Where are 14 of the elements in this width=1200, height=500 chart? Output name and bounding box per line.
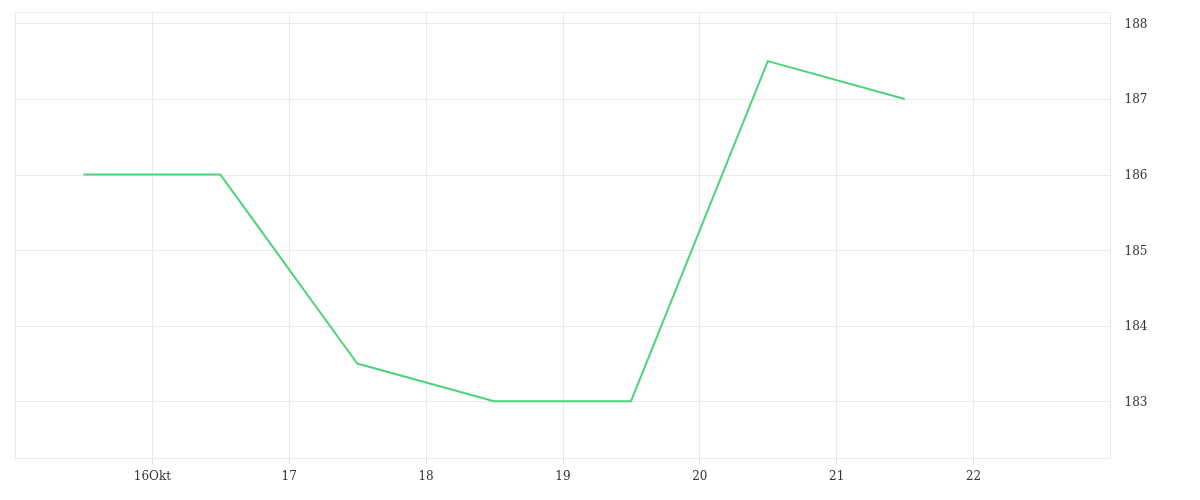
x-tick-label: 19 — [555, 468, 571, 483]
y-tick-label: 188 — [1124, 16, 1148, 31]
x-tick-label: 16Okt — [133, 468, 172, 483]
y-tick-label: 185 — [1124, 243, 1148, 258]
x-tick-label: 18 — [418, 468, 434, 483]
y-tick-label: 187 — [1124, 92, 1148, 107]
line-series — [82, 60, 906, 403]
y-tick-label: 184 — [1124, 319, 1148, 334]
x-tick-label: 22 — [965, 468, 982, 483]
y-tick-label: 186 — [1124, 168, 1148, 183]
x-tick-label: 17 — [281, 468, 297, 483]
y-tick-label: 183 — [1124, 394, 1148, 409]
x-tick-label: 20 — [692, 468, 708, 483]
x-tick-label: 21 — [829, 468, 845, 483]
